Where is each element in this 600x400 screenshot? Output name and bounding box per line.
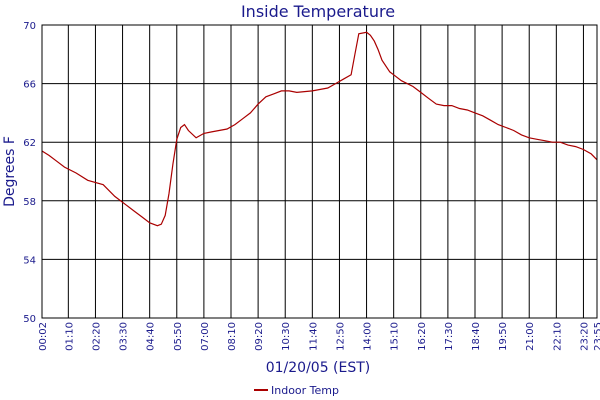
x-axis-label: 01/20/05 (EST) — [266, 360, 371, 376]
x-tick-label: 18:40 — [471, 322, 482, 351]
x-tick-label: 11:40 — [308, 322, 319, 351]
x-tick-labels: 00:02 01:10 02:20 03:30 04:40 05:50 07:00 08:10… — [38, 322, 600, 351]
x-tick-label: 23:55 — [593, 322, 600, 351]
x-tick-label: 00:02 — [38, 322, 49, 351]
legend-label-indoor-temp: Indoor Temp — [271, 384, 339, 397]
y-tick-label: 50 — [23, 314, 36, 325]
legend: Indoor Temp — [254, 384, 339, 397]
x-tick-label: 21:00 — [525, 322, 536, 351]
x-tick-label: 16:20 — [417, 322, 428, 351]
x-tick-label: 08:10 — [227, 322, 238, 351]
y-tick-label: 66 — [23, 80, 36, 91]
plot-border — [41, 24, 598, 319]
y-tick-label: 58 — [23, 197, 36, 208]
series-line-indoor-temp — [41, 31, 598, 227]
y-tick-label: 70 — [23, 21, 36, 32]
plot-area — [42, 25, 597, 318]
x-tick-label: 12:50 — [335, 322, 346, 351]
x-tick-label: 19:50 — [498, 322, 509, 351]
chart-title: Inside Temperature — [241, 2, 395, 21]
x-tick-label: 14:00 — [363, 322, 374, 351]
x-tick-label: 22:10 — [552, 322, 563, 351]
x-tick-label: 09:20 — [254, 322, 265, 351]
y-tick-labels: 50 54 58 62 66 70 — [23, 21, 36, 325]
y-tick-label: 62 — [23, 138, 36, 149]
x-tick-label: 10:30 — [281, 322, 292, 351]
x-tick-label: 07:00 — [200, 322, 211, 351]
y-tick-label: 54 — [23, 255, 36, 266]
x-tick-label: 04:40 — [146, 322, 157, 351]
y-axis-label: Degrees F — [2, 136, 18, 207]
x-tick-label: 17:30 — [444, 322, 455, 351]
x-tick-label: 02:20 — [91, 322, 102, 351]
x-tick-label: 05:50 — [173, 322, 184, 351]
x-tick-label: 01:10 — [64, 322, 75, 351]
x-tick-label: 15:10 — [390, 322, 401, 351]
x-tick-label: 23:20 — [579, 322, 590, 351]
x-tick-label: 03:30 — [119, 322, 130, 351]
